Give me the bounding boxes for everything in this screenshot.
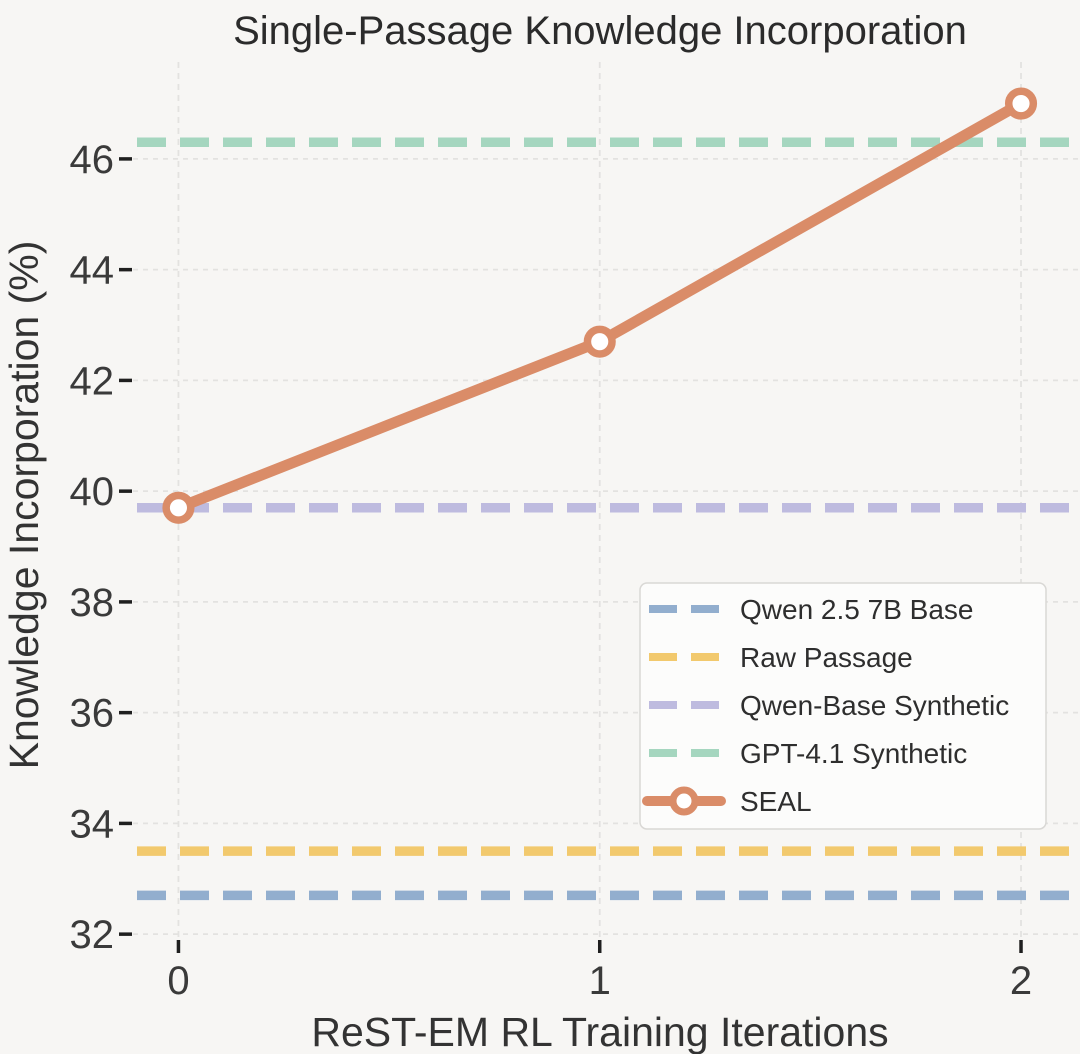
x-tick-label-2: 2	[1010, 959, 1032, 1003]
x-tick-label-1: 1	[589, 959, 611, 1003]
legend-label-seal: SEAL	[740, 786, 812, 817]
legend-item-seal: SEAL	[642, 786, 812, 817]
legend-item-qwen-2-5-7b-base: Qwen 2.5 7B Base	[649, 594, 973, 625]
y-tick-label-36: 36	[70, 692, 115, 736]
legend-label-qwen-base-synthetic: Qwen-Base Synthetic	[740, 690, 1009, 721]
legend-label-qwen-2-5-7b-base: Qwen 2.5 7B Base	[740, 594, 973, 625]
legend-marker-seal	[669, 786, 699, 816]
x-tick-label-0: 0	[167, 959, 189, 1003]
y-tick-label-46: 46	[70, 138, 115, 182]
seal-series-layer	[162, 87, 1038, 524]
legend-item-gpt-4-1-synthetic: GPT-4.1 Synthetic	[649, 738, 967, 769]
y-tick-label-32: 32	[70, 913, 115, 957]
data-point-seal-2	[1004, 87, 1038, 120]
axis-tick-layer	[119, 157, 1023, 953]
y-tick-label-38: 38	[70, 581, 115, 625]
y-tick-label-44: 44	[70, 249, 115, 293]
legend: Qwen 2.5 7B Base Raw Passage Qwen-Base Syn…	[639, 582, 1047, 830]
axis-tick-label-layer: 32 34 36 38 40 42 44 46 0 1 2	[70, 138, 1033, 1003]
legend-label-gpt-4-1-synthetic: GPT-4.1 Synthetic	[740, 738, 967, 769]
y-tick-label-34: 34	[70, 802, 115, 846]
y-tick-label-40: 40	[70, 470, 115, 514]
y-axis-label: Knowledge Incorporation (%)	[1, 241, 47, 770]
x-axis-label: ReST-EM RL Training Iterations	[311, 1009, 888, 1054]
legend-box	[639, 582, 1047, 830]
legend-item-raw-passage: Raw Passage	[649, 642, 913, 673]
data-point-seal-0	[162, 491, 195, 524]
legend-label-raw-passage: Raw Passage	[740, 642, 913, 673]
baseline-layer	[137, 137, 1080, 901]
y-tick-label-42: 42	[70, 359, 115, 403]
data-point-seal-1	[583, 325, 616, 358]
legend-item-qwen-base-synthetic: Qwen-Base Synthetic	[649, 690, 1009, 721]
chart-title: Single-Passage Knowledge Incorporation	[233, 9, 967, 53]
